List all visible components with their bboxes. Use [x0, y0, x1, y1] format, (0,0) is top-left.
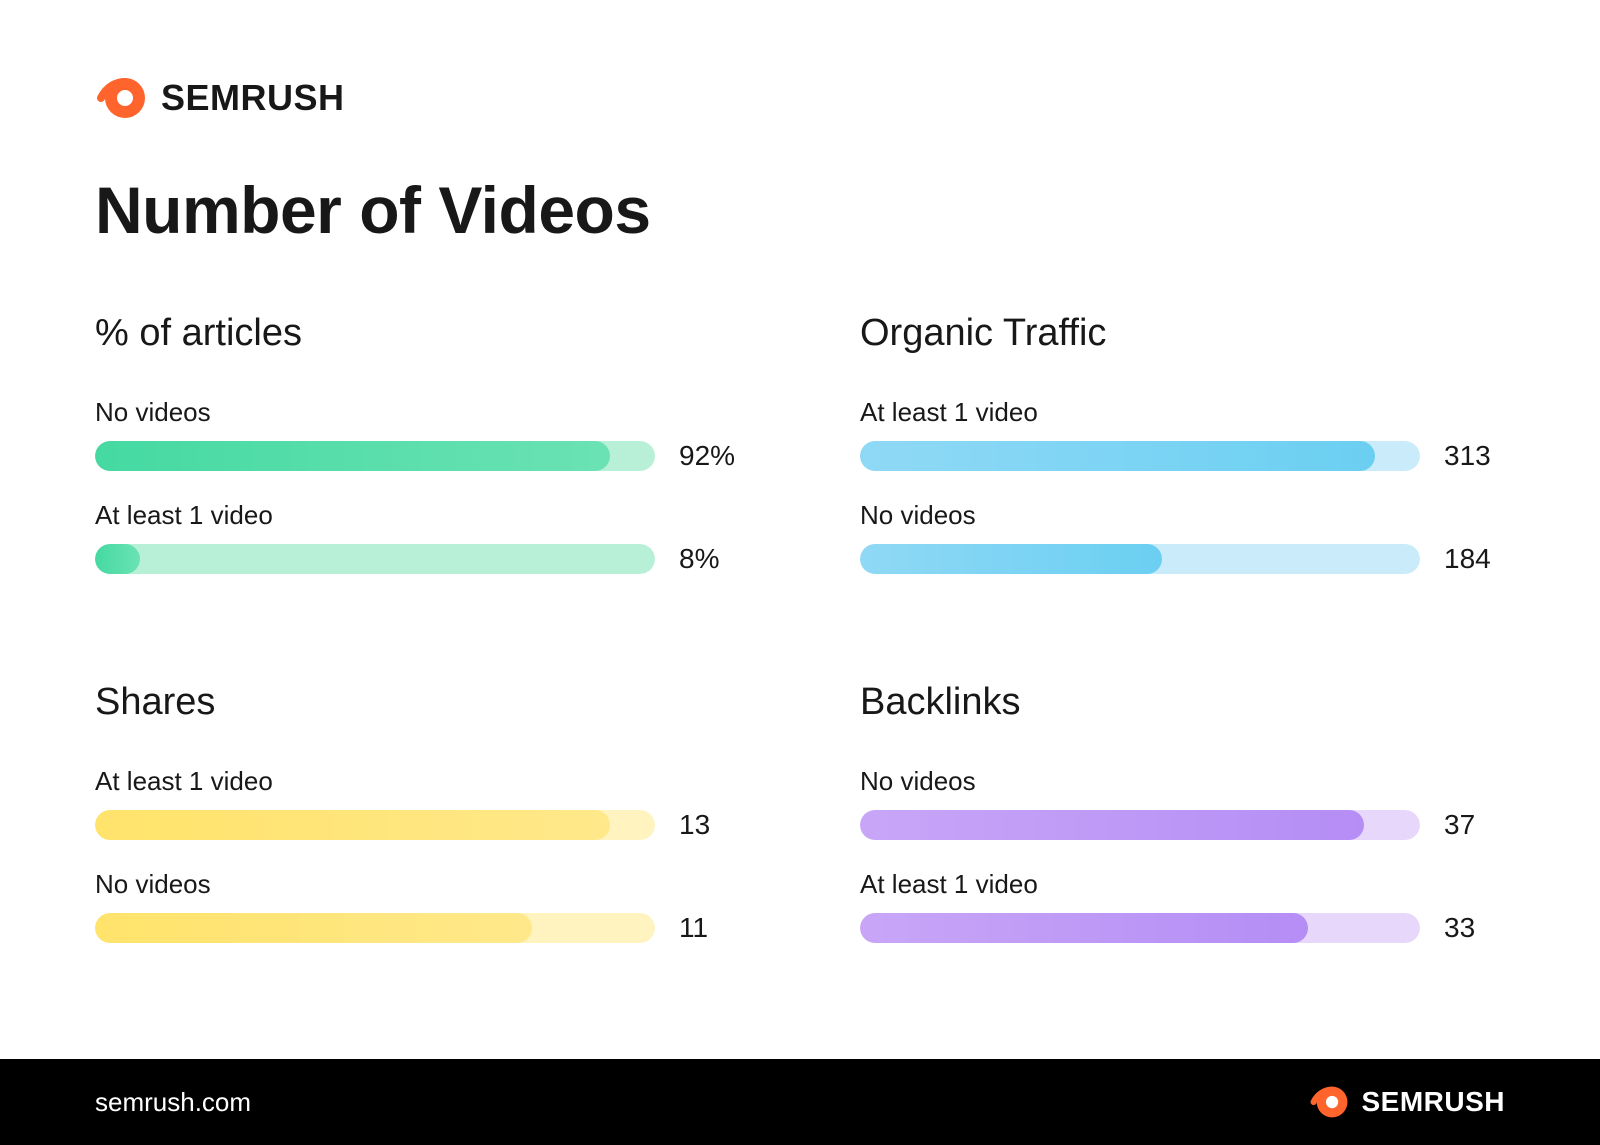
bar-line: 11 [95, 912, 740, 944]
infographic-panel: SEMRUSH Number of Videos % of articles No… [0, 0, 1600, 1145]
bar-row: No videos 184 [860, 500, 1505, 575]
bar-fill [95, 441, 610, 471]
bar-line: 8% [95, 543, 740, 575]
bar-row: At least 1 video 8% [95, 500, 740, 575]
bar-row: At least 1 video 313 [860, 397, 1505, 472]
bar-track [860, 913, 1420, 943]
semrush-flame-icon [95, 72, 147, 124]
chart-title: % of articles [95, 312, 740, 355]
bar-fill [860, 544, 1162, 574]
brand-name: SEMRUSH [161, 77, 345, 119]
bar-row: At least 1 video 33 [860, 869, 1505, 944]
bar-track [95, 810, 655, 840]
bar-row: No videos 92% [95, 397, 740, 472]
bar-track [860, 810, 1420, 840]
chart-organic: Organic Traffic At least 1 video 313 No vid… [860, 312, 1505, 603]
page-title: Number of Videos [95, 172, 651, 248]
chart-backlinks: Backlinks No videos 37 At least 1 video 33 [860, 681, 1505, 972]
bar-value: 184 [1444, 543, 1504, 575]
bar-line: 33 [860, 912, 1505, 944]
chart-title: Shares [95, 681, 740, 724]
chart-title: Organic Traffic [860, 312, 1505, 355]
brand-logo: SEMRUSH [95, 72, 345, 124]
bar-fill [95, 810, 610, 840]
bar-track [95, 913, 655, 943]
bar-row: At least 1 video 13 [95, 766, 740, 841]
footer-url: semrush.com [95, 1087, 251, 1118]
bar-value: 8% [679, 543, 739, 575]
bar-value: 33 [1444, 912, 1504, 944]
bar-track-bg [95, 544, 655, 574]
bar-line: 184 [860, 543, 1505, 575]
bar-track [860, 441, 1420, 471]
chart-articles: % of articles No videos 92% At least 1 vide… [95, 312, 740, 603]
bar-line: 37 [860, 809, 1505, 841]
bar-value: 37 [1444, 809, 1504, 841]
bar-track [95, 441, 655, 471]
chart-shares: Shares At least 1 video 13 No videos 11 [95, 681, 740, 972]
bar-row: No videos 37 [860, 766, 1505, 841]
bar-track [95, 544, 655, 574]
bar-label: At least 1 video [95, 500, 740, 531]
bar-label: No videos [860, 500, 1505, 531]
bar-label: No videos [95, 397, 740, 428]
bar-line: 92% [95, 440, 740, 472]
bar-fill [95, 913, 532, 943]
bar-fill [860, 441, 1375, 471]
bar-fill [860, 913, 1308, 943]
footer-brand-logo: SEMRUSH [1309, 1082, 1505, 1122]
footer-bar: semrush.com SEMRUSH [0, 1059, 1600, 1145]
bar-track [860, 544, 1420, 574]
charts-grid: % of articles No videos 92% At least 1 vide… [95, 312, 1505, 972]
bar-value: 11 [679, 912, 739, 944]
bar-value: 313 [1444, 440, 1504, 472]
bar-value: 13 [679, 809, 739, 841]
footer-brand-name: SEMRUSH [1361, 1086, 1505, 1118]
bar-label: No videos [860, 766, 1505, 797]
chart-title: Backlinks [860, 681, 1505, 724]
bar-label: At least 1 video [95, 766, 740, 797]
bar-label: No videos [95, 869, 740, 900]
bar-row: No videos 11 [95, 869, 740, 944]
bar-label: At least 1 video [860, 869, 1505, 900]
bar-line: 313 [860, 440, 1505, 472]
bar-value: 92% [679, 440, 739, 472]
semrush-flame-icon [1309, 1082, 1349, 1122]
bar-fill [860, 810, 1364, 840]
bar-label: At least 1 video [860, 397, 1505, 428]
bar-line: 13 [95, 809, 740, 841]
bar-fill [95, 544, 140, 574]
